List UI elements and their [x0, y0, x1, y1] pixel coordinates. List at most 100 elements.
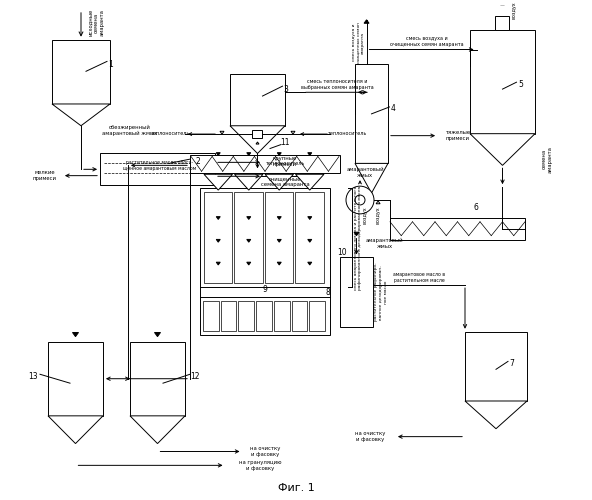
Polygon shape — [220, 132, 224, 134]
Polygon shape — [52, 104, 110, 126]
Bar — [470, 30, 535, 134]
Bar — [130, 342, 185, 416]
Text: амарантовый
жмых: амарантовый жмых — [366, 238, 403, 249]
Bar — [48, 342, 103, 416]
Polygon shape — [308, 262, 312, 265]
Text: воздух: воздух — [362, 206, 368, 224]
Bar — [309, 301, 325, 330]
Bar — [230, 74, 285, 126]
Circle shape — [355, 195, 365, 205]
Bar — [355, 64, 388, 164]
Bar — [52, 40, 110, 104]
Polygon shape — [363, 201, 367, 204]
Text: крупные
примеси: крупные примеси — [273, 156, 297, 167]
Text: мелкие
примеси: мелкие примеси — [33, 170, 57, 181]
Polygon shape — [277, 216, 281, 220]
Text: амарантовый
жмых: амарантовый жмых — [346, 167, 384, 178]
Polygon shape — [355, 164, 388, 193]
Circle shape — [346, 186, 374, 214]
Polygon shape — [216, 152, 220, 156]
Text: на грануляцию
и фасовку: на грануляцию и фасовку — [239, 460, 282, 470]
Bar — [340, 258, 373, 326]
Polygon shape — [376, 201, 380, 204]
Text: обезжиренный
амарантовый жмых: обезжиренный амарантовый жмых — [102, 125, 157, 136]
Text: 2: 2 — [195, 157, 200, 166]
Bar — [190, 156, 340, 174]
Polygon shape — [470, 134, 535, 166]
Polygon shape — [216, 240, 220, 242]
Polygon shape — [216, 262, 220, 265]
Polygon shape — [308, 240, 312, 242]
Bar — [204, 192, 233, 283]
Text: Фиг. 1: Фиг. 1 — [278, 483, 314, 493]
Text: 12: 12 — [190, 372, 200, 380]
Polygon shape — [465, 401, 527, 428]
Text: смесь воздуха и
очищенных семян
амаранта: смесь воздуха и очищенных семян амаранта — [352, 22, 365, 64]
Text: 6: 6 — [473, 204, 478, 212]
Polygon shape — [265, 174, 294, 190]
Text: 3: 3 — [283, 84, 288, 94]
Bar — [234, 192, 263, 283]
Text: воздух: воздух — [512, 1, 517, 18]
Polygon shape — [247, 240, 251, 242]
Polygon shape — [247, 216, 251, 220]
Polygon shape — [364, 20, 369, 24]
Polygon shape — [48, 416, 103, 444]
Polygon shape — [204, 174, 233, 190]
Polygon shape — [234, 174, 263, 190]
Text: 7: 7 — [510, 359, 514, 368]
Text: амарантовое масло в
растительном масле: амарантовое масло в растительном масле — [393, 272, 445, 282]
Bar — [274, 301, 289, 330]
Text: 10: 10 — [337, 248, 347, 257]
Text: 4: 4 — [391, 104, 396, 114]
Bar — [465, 332, 527, 401]
Bar — [239, 301, 254, 330]
Bar — [253, 130, 262, 138]
Polygon shape — [354, 232, 359, 235]
Polygon shape — [500, 2, 504, 5]
Text: очищенные
семена амаранта: очищенные семена амаранта — [260, 176, 309, 186]
Polygon shape — [247, 152, 251, 156]
Text: исходные
семена
амаранта: исходные семена амаранта — [88, 9, 104, 36]
Text: 13: 13 — [28, 372, 38, 380]
Polygon shape — [256, 142, 259, 144]
Bar — [200, 188, 330, 287]
Polygon shape — [295, 174, 324, 190]
Text: 9: 9 — [263, 284, 268, 294]
Text: воздух: воздух — [375, 206, 381, 224]
Text: на очистку
и фасовку: на очистку и фасовку — [250, 446, 281, 457]
Bar — [496, 16, 510, 30]
Text: тяжелые
примеси: тяжелые примеси — [445, 130, 471, 141]
Bar — [203, 301, 218, 330]
Bar — [256, 301, 272, 330]
Polygon shape — [277, 152, 281, 156]
Polygon shape — [216, 216, 220, 220]
Text: теплоноситель: теплоноситель — [266, 161, 305, 166]
Polygon shape — [230, 126, 285, 154]
Text: 1: 1 — [108, 60, 114, 69]
Polygon shape — [308, 216, 312, 220]
Polygon shape — [155, 332, 160, 336]
Polygon shape — [277, 262, 281, 265]
Text: смесь теплоносителя и
выбранных семян амаранта: смесь теплоносителя и выбранных семян ам… — [301, 79, 374, 90]
Text: растительное масло обога-
щенное амарантовым маслом: растительное масло обога- щенное амарант… — [123, 160, 197, 171]
Text: теплоноситель: теплоноситель — [150, 130, 189, 136]
Polygon shape — [308, 152, 312, 156]
Text: 8: 8 — [326, 288, 330, 296]
Text: семена
амаранта: семена амаранта — [542, 146, 552, 173]
Bar — [390, 218, 525, 240]
Bar — [221, 301, 236, 330]
Bar — [265, 192, 294, 283]
Polygon shape — [277, 240, 281, 242]
Text: на очистку
и фасовку: на очистку и фасовку — [355, 431, 385, 442]
Bar — [200, 297, 330, 335]
Bar — [100, 154, 215, 185]
Text: теплоноситель: теплоноситель — [327, 130, 366, 136]
Bar — [295, 192, 324, 283]
Bar — [292, 301, 307, 330]
Text: смесь воздуха и
очищенных семян амаранта: смесь воздуха и очищенных семян амаранта — [390, 36, 464, 47]
Polygon shape — [247, 262, 251, 265]
Text: 5: 5 — [518, 80, 523, 88]
Text: 11: 11 — [280, 138, 289, 147]
Text: растительное рафиниро-
ванное дезодорирован-
ное масло: растительное рафиниро- ванное дезодориро… — [374, 263, 388, 322]
